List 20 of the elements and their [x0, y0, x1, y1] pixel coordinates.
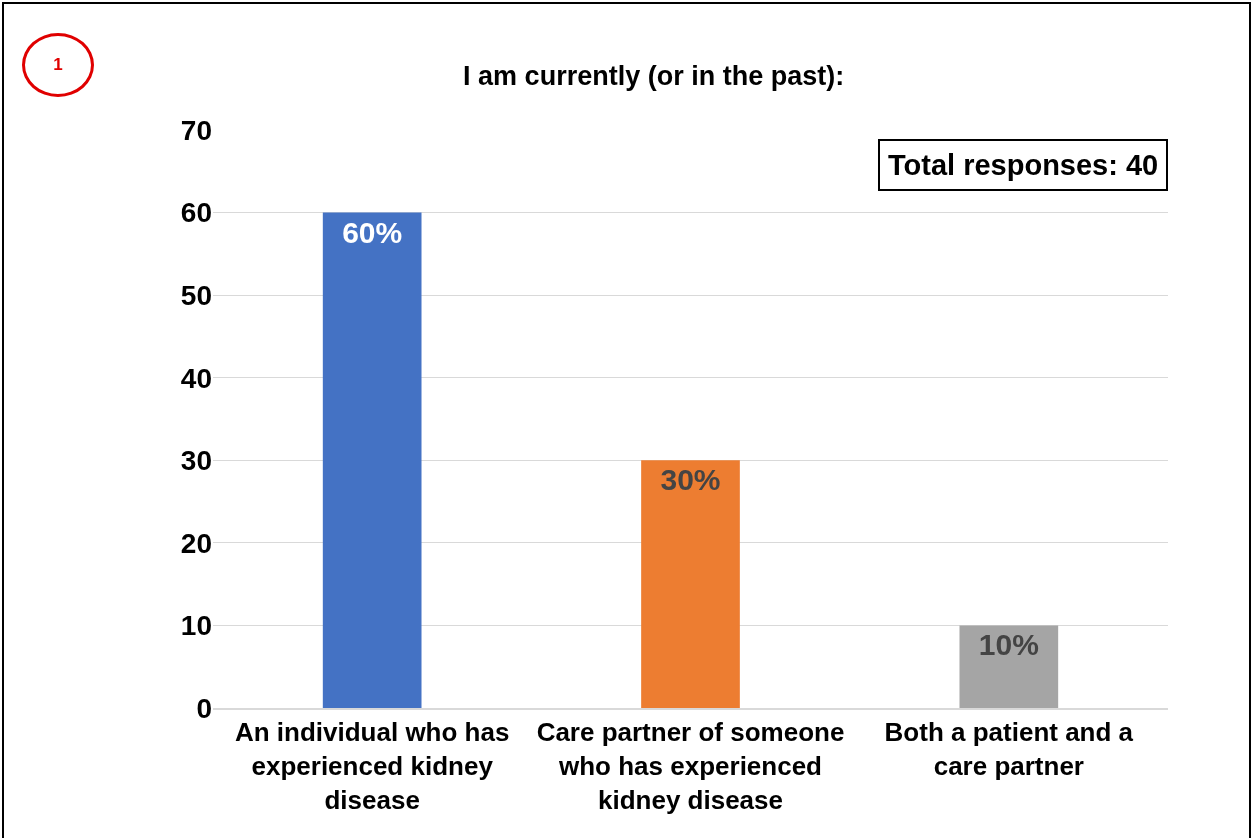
x-tick-label: An individual who has experienced kidney disease — [234, 716, 510, 815]
bar — [641, 460, 740, 708]
y-tick-label: 10 — [180, 610, 212, 642]
y-tick-label: 20 — [180, 527, 212, 559]
circle-outline: 1 — [22, 33, 94, 97]
y-tick-label: 30 — [180, 445, 212, 477]
x-tick-label: Both a patient and a care partner — [884, 716, 1134, 781]
annotation: Total responses: 40 — [888, 149, 1159, 181]
y-tick-label: 70 — [180, 114, 212, 146]
y-tick-label: 0 — [196, 692, 212, 724]
y-tick-label: 40 — [180, 362, 212, 394]
y-tick-label: 50 — [180, 279, 212, 311]
bar — [959, 625, 1059, 708]
chart-title: I am currently (or in the past): — [463, 60, 845, 91]
y-tick-label: 60 — [180, 197, 212, 229]
data-label: 10% — [978, 628, 1039, 662]
data-label: 60% — [342, 215, 403, 249]
bar — [322, 212, 422, 708]
x-tick-label: Care partner of someone who has experienced kidney disease — [536, 716, 845, 815]
data-label: 30% — [660, 463, 721, 497]
